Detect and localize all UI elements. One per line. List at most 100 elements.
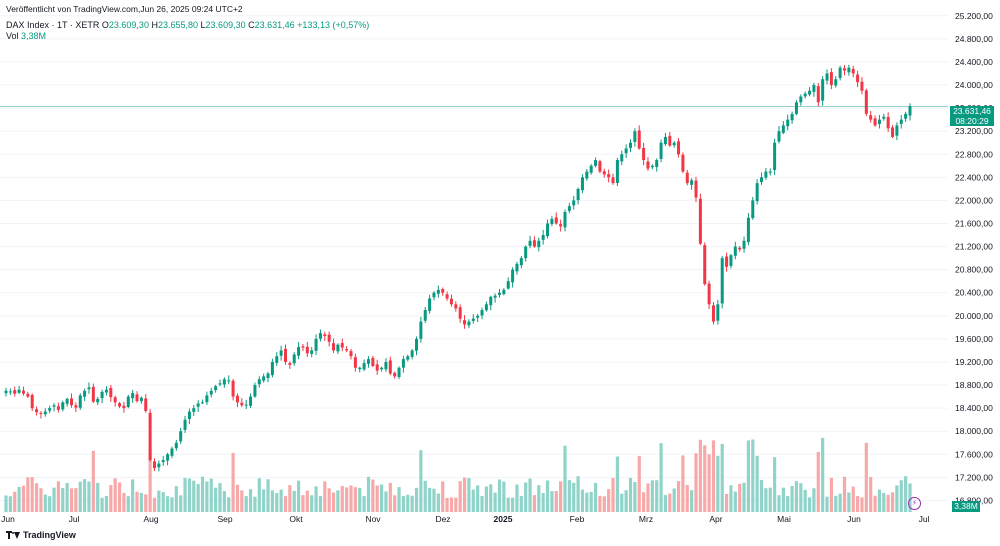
volume-bar: [834, 495, 838, 512]
candle-body: [384, 361, 388, 370]
volume-bar: [681, 455, 685, 512]
volume-bar: [283, 496, 288, 512]
candle-body: [305, 346, 309, 354]
volume-bar: [345, 487, 349, 512]
candle-body: [620, 154, 624, 162]
candle-body: [493, 295, 497, 298]
candle-body: [445, 294, 449, 299]
volume-bar: [218, 483, 222, 512]
candle-body: [222, 379, 226, 385]
candle-body: [615, 160, 619, 183]
volume-bar: [379, 484, 384, 512]
volume-bar: [366, 476, 371, 512]
volume-bar: [288, 485, 292, 512]
candle-body: [825, 73, 829, 81]
volume-bar: [179, 495, 183, 512]
candle-body: [292, 354, 296, 364]
close-value: 23.631,46: [254, 20, 295, 30]
y-tick-label: 19.600,00: [955, 334, 993, 344]
volume-bar: [528, 478, 532, 512]
x-tick-label: Mrz: [639, 514, 653, 524]
volume-bar: [904, 476, 908, 512]
candle-body: [415, 338, 419, 351]
candle-body: [48, 408, 52, 411]
volume-bar: [436, 493, 440, 512]
candle-body: [698, 198, 702, 244]
candle-body: [152, 461, 156, 469]
volume-bar: [26, 477, 30, 512]
volume-bar: [445, 497, 449, 512]
candle-body: [821, 79, 825, 101]
volume-bar: [537, 485, 541, 512]
volume-bar: [484, 486, 488, 512]
candle-body: [624, 148, 628, 154]
candle-body: [716, 304, 720, 321]
candle-body: [502, 289, 506, 295]
volume-bar: [192, 480, 196, 512]
candle-body: [56, 406, 60, 410]
volume-bar: [4, 495, 8, 512]
low-value: 23.609,30: [205, 20, 246, 30]
volume-bar: [69, 488, 74, 512]
candle-body: [799, 96, 803, 103]
countdown-value: 08:20:29: [955, 116, 989, 126]
volume-bar: [607, 489, 611, 512]
volume-bar: [61, 488, 65, 512]
x-tick-label: Apr: [709, 514, 722, 524]
volume-bar: [541, 492, 545, 512]
volume-bar: [685, 484, 689, 512]
candle-body: [690, 180, 694, 185]
volume-bar: [777, 495, 781, 512]
volume-bar: [122, 492, 126, 512]
candle-body: [131, 393, 135, 399]
candle-body: [541, 235, 545, 240]
candle-body: [170, 448, 174, 456]
candle-body: [585, 171, 589, 179]
volume-bar: [419, 450, 423, 512]
candle-body: [838, 67, 842, 78]
volume-bar: [331, 492, 336, 512]
candle-body: [35, 409, 39, 413]
volume-bar: [628, 478, 633, 512]
volume-bar: [109, 485, 113, 512]
volume-tag: 3,38M: [952, 501, 980, 512]
candle-body: [746, 217, 750, 243]
candle-body: [122, 405, 126, 409]
candle-body: [26, 393, 30, 397]
volume-bar: [353, 487, 357, 512]
candle-body: [332, 343, 336, 351]
candle-body: [227, 380, 231, 382]
candle-body: [895, 125, 899, 136]
candle-body: [218, 383, 222, 385]
volume-bar: [165, 496, 170, 512]
volume-bar: [100, 497, 104, 512]
y-tick-label: 20.000,00: [955, 311, 993, 321]
candle-body: [166, 454, 170, 461]
candle-body: [829, 72, 833, 86]
symbol-label[interactable]: DAX Index · 1T · XETR: [6, 20, 100, 30]
x-tick-label: Dez: [435, 514, 450, 524]
candle-body: [812, 85, 816, 92]
volume-bar: [589, 491, 593, 512]
volume-bar: [821, 437, 825, 512]
candle-body: [563, 211, 567, 228]
candle-body: [401, 359, 405, 368]
volume-bar: [78, 481, 82, 512]
volume-bar: [336, 490, 340, 512]
x-tick-label: Nov: [365, 514, 381, 524]
y-tick-label: 19.200,00: [955, 357, 993, 367]
volume-bar: [890, 492, 895, 512]
candle-body: [842, 68, 846, 71]
candle-body: [467, 321, 471, 326]
high-label: H: [151, 20, 158, 30]
volume-bar: [860, 497, 864, 512]
candle-body: [310, 350, 314, 354]
candle-body: [851, 68, 855, 74]
candle-body: [860, 81, 864, 91]
volume-bar: [532, 495, 537, 512]
volume-bar: [104, 496, 109, 512]
x-tick-label: Jul: [69, 514, 80, 524]
candle-body: [524, 246, 528, 259]
lightning-icon[interactable]: ⚡: [908, 497, 921, 510]
